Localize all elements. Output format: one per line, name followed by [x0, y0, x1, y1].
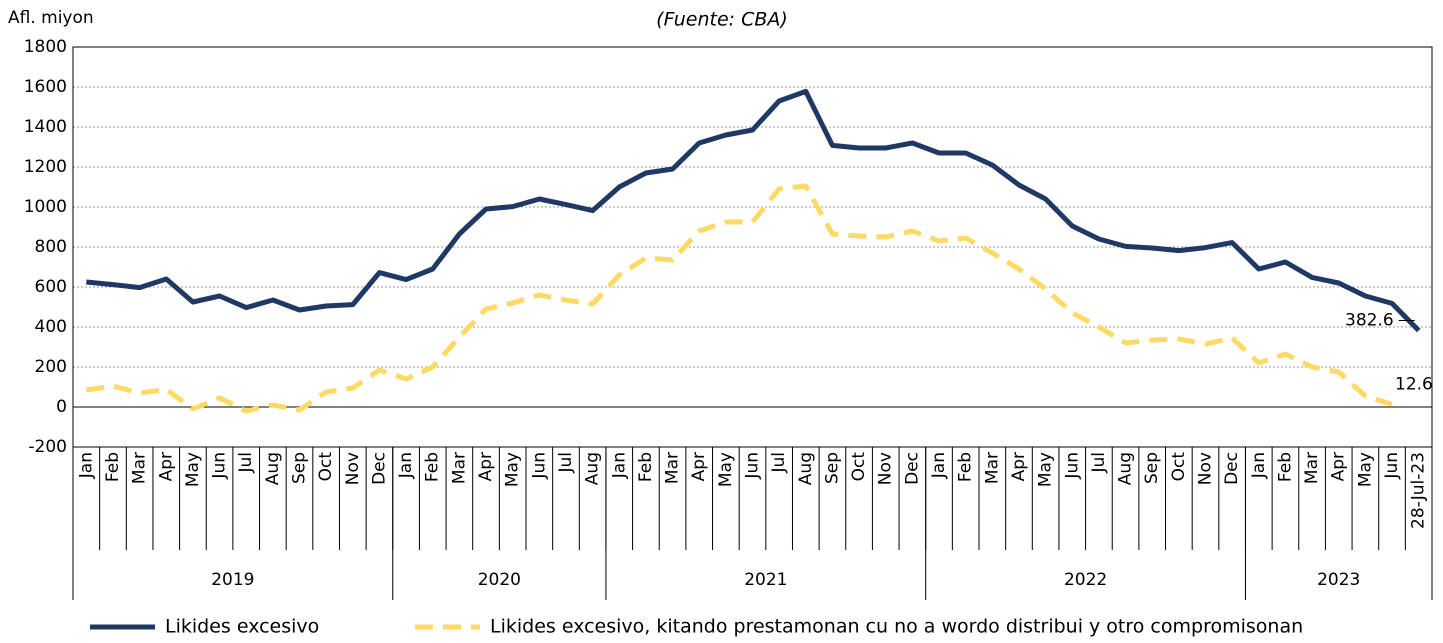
- x-tick-label: Aug: [263, 452, 283, 485]
- series-line: [86, 88, 1421, 333]
- x-tick-label: May: [183, 452, 203, 487]
- x-tick-label: Mar: [1302, 452, 1322, 484]
- group-label: 2022: [1064, 570, 1107, 590]
- x-tick-label: Jul: [236, 452, 256, 474]
- x-tick-label: Oct: [849, 452, 869, 482]
- x-tick-label: Dec: [902, 452, 922, 485]
- x-tick-label: Apr: [689, 452, 709, 481]
- group-label: 2021: [744, 570, 787, 590]
- value-label: 12.6: [1395, 374, 1433, 394]
- x-tick-label: Apr: [1329, 452, 1349, 481]
- y-tick-label: -200: [28, 437, 67, 457]
- x-tick-label: Jun: [1382, 452, 1402, 480]
- x-tick-label: May: [503, 452, 523, 487]
- x-tick-label: Aug: [583, 452, 603, 485]
- x-tick-label: Jun: [210, 452, 230, 480]
- x-tick-label: Nov: [876, 452, 896, 485]
- group-label: 2023: [1317, 570, 1360, 590]
- legend-label: Likides excesivo, kitando prestamonan cu…: [490, 616, 1303, 638]
- y-tick-label: 1800: [24, 37, 67, 57]
- plot-border: [72, 46, 1433, 448]
- x-tick-label: May: [1036, 452, 1056, 487]
- x-tick-label: Jan: [609, 452, 629, 479]
- group-label: 2020: [478, 570, 521, 590]
- x-tick-label: Mar: [449, 452, 469, 484]
- x-tick-label: Mar: [130, 452, 150, 484]
- series-line: [85, 183, 1393, 414]
- x-tick-label: Nov: [1196, 452, 1216, 485]
- x-tick-label: Jul: [769, 452, 789, 474]
- y-tick-label: 200: [35, 357, 67, 377]
- x-tick-label: 28-Jul-23: [1409, 452, 1429, 529]
- y-tick-label: 0: [56, 397, 67, 417]
- x-tick-label: Sep: [1142, 452, 1162, 484]
- x-tick-label: Jul: [1089, 452, 1109, 474]
- y-tick-label: 800: [35, 237, 67, 257]
- x-tick-label: Jan: [76, 452, 96, 479]
- x-tick-label: Feb: [636, 452, 656, 482]
- x-tick-label: Apr: [476, 452, 496, 481]
- x-tick-label: Sep: [290, 452, 310, 484]
- x-tick-label: Jan: [929, 452, 949, 479]
- x-tick-label: Aug: [796, 452, 816, 485]
- x-tick-label: Mar: [982, 452, 1002, 484]
- x-tick-label: May: [1355, 452, 1375, 487]
- x-tick-label: Jun: [529, 452, 549, 480]
- group-label: 2019: [211, 570, 254, 590]
- x-tick-label: Jun: [743, 452, 763, 480]
- y-tick-label: 1000: [24, 197, 67, 217]
- y-tick-label: 400: [35, 317, 67, 337]
- x-tick-label: Feb: [423, 452, 443, 482]
- x-tick-label: May: [716, 452, 736, 487]
- x-tick-label: Jan: [1249, 452, 1269, 479]
- legend-label: Likides excesivo: [165, 616, 319, 638]
- y-tick-label: 1600: [24, 77, 67, 97]
- x-tick-label: Oct: [1169, 452, 1189, 482]
- x-tick-label: Aug: [1116, 452, 1136, 485]
- x-tick-label: Feb: [103, 452, 123, 482]
- x-tick-label: Jan: [396, 452, 416, 479]
- x-tick-label: Oct: [316, 452, 336, 482]
- x-tick-label: Feb: [1275, 452, 1295, 482]
- x-tick-label: Sep: [822, 452, 842, 484]
- x-tick-label: Nov: [343, 452, 363, 485]
- x-tick-label: Dec: [369, 452, 389, 485]
- x-tick-label: Feb: [956, 452, 976, 482]
- x-tick-label: Apr: [156, 452, 176, 481]
- x-tick-label: Jul: [556, 452, 576, 474]
- value-label: 382.6: [1345, 310, 1394, 330]
- y-tick-label: 600: [35, 277, 67, 297]
- x-tick-label: Mar: [663, 452, 683, 484]
- y-tick-label: 1200: [24, 157, 67, 177]
- x-tick-label: Apr: [1009, 452, 1029, 481]
- chart-title: (Fuente: CBA): [656, 9, 788, 31]
- y-axis-label: Afl. miyon: [8, 8, 94, 28]
- x-tick-label: Dec: [1222, 452, 1242, 485]
- y-tick-label: 1400: [24, 117, 67, 137]
- x-tick-label: Jun: [1062, 452, 1082, 480]
